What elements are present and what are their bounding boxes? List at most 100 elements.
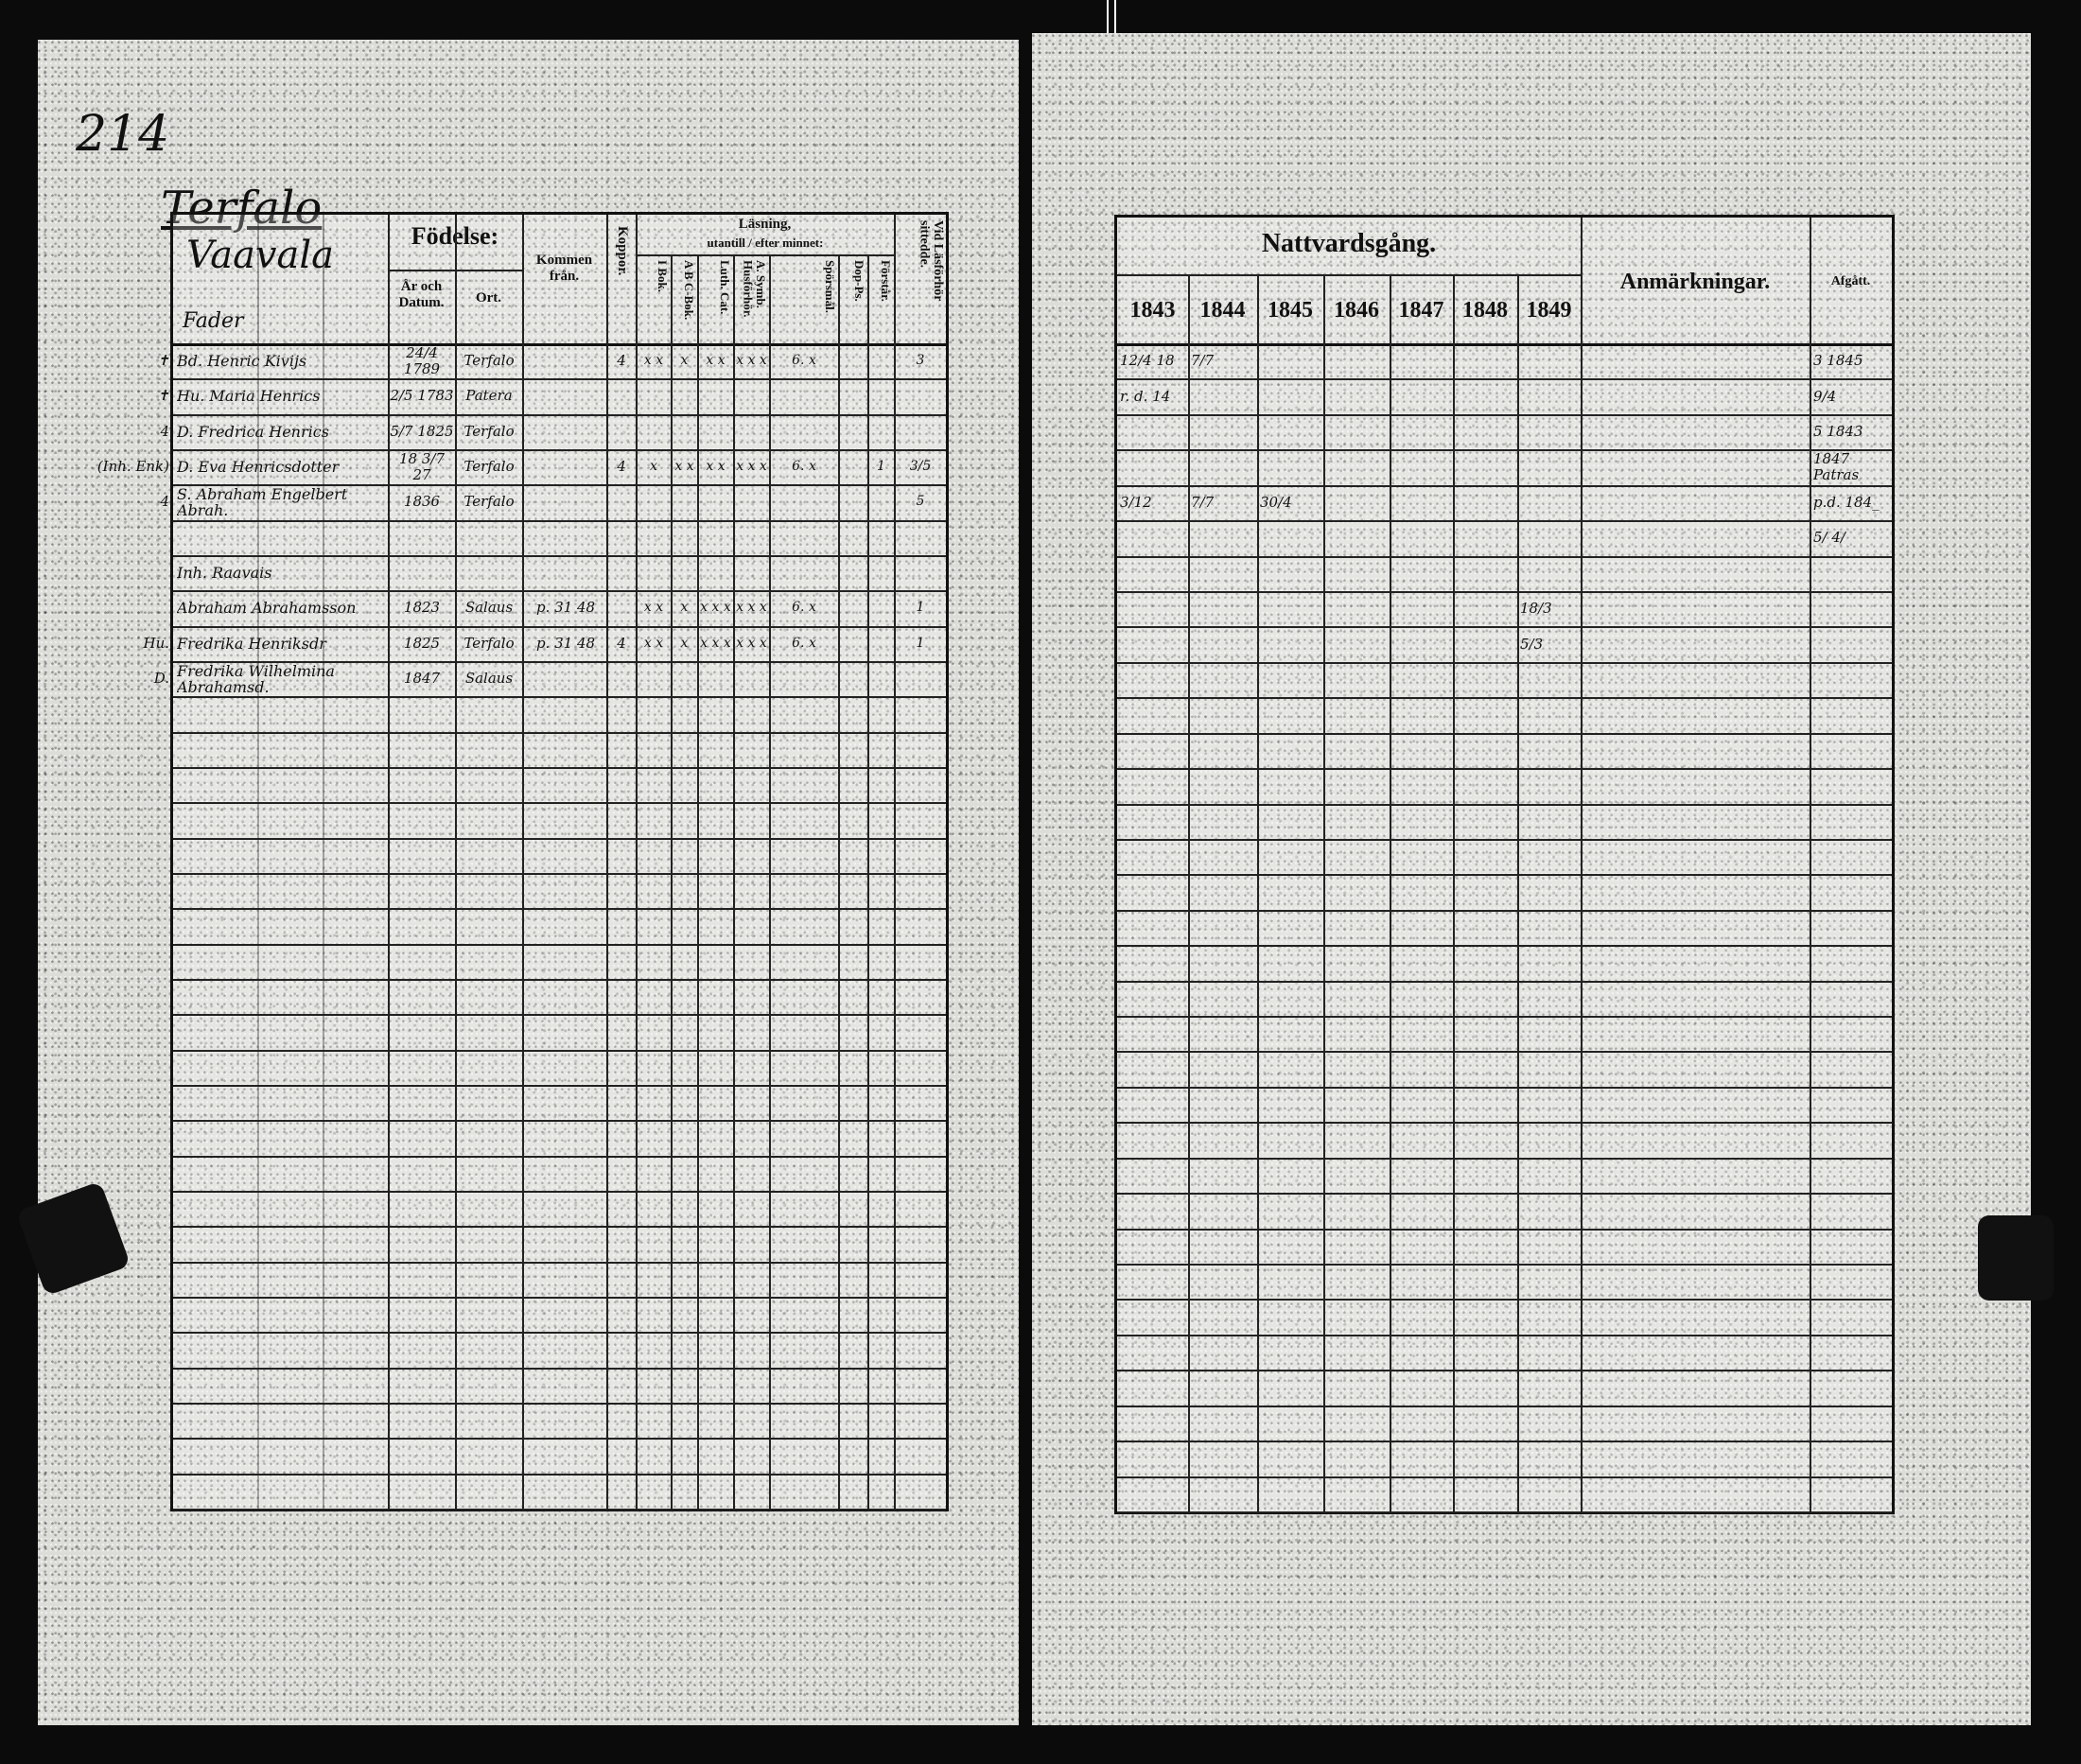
birth-date: 24/4 1789 bbox=[403, 343, 441, 377]
reading-mark bbox=[638, 555, 670, 590]
reading-mark: 6. x bbox=[792, 635, 816, 651]
communion-date: 5/3 bbox=[1520, 635, 1544, 653]
birth-date: 2/5 1783 bbox=[390, 387, 454, 405]
smallpox-mark bbox=[609, 520, 634, 555]
birth-place: Patera bbox=[465, 387, 513, 405]
communion-row bbox=[1117, 1335, 1892, 1372]
smallpox-mark bbox=[609, 484, 634, 519]
departed-note: 5 1843 bbox=[1813, 423, 1863, 441]
departed-note: 3 1845 bbox=[1813, 352, 1863, 370]
person-name: Hu. Maria Henrics bbox=[177, 387, 321, 406]
reading-mark bbox=[673, 520, 696, 555]
communion-date bbox=[1260, 556, 1321, 591]
reading-mark bbox=[869, 484, 893, 519]
communion-row: 5/ 4/ bbox=[1117, 520, 1892, 558]
household-row bbox=[173, 1438, 946, 1476]
remark bbox=[1584, 414, 1806, 449]
reading-mark bbox=[771, 378, 837, 413]
birth-place: Terfalo bbox=[463, 493, 515, 511]
reading-mark bbox=[673, 378, 696, 413]
departed-note: 5/ 4/ bbox=[1813, 529, 1845, 547]
remark bbox=[1584, 449, 1806, 484]
communion-date bbox=[1260, 520, 1321, 555]
communion-date bbox=[1520, 485, 1579, 520]
communion-date bbox=[1456, 591, 1515, 626]
reading-mark: 3/5 bbox=[909, 459, 932, 475]
communion-row: 12/4 18 7/7 3 1845 bbox=[1117, 343, 1892, 381]
reading-mark bbox=[735, 378, 768, 413]
communion-row bbox=[1117, 1122, 1892, 1160]
communion-date bbox=[1392, 556, 1451, 591]
communion-date bbox=[1260, 343, 1321, 378]
reading-mark: x x bbox=[674, 459, 694, 475]
reading-header: Läsning, bbox=[738, 217, 792, 232]
reading-mark: 1 bbox=[877, 459, 885, 475]
reading-mark bbox=[840, 661, 866, 696]
departed-note bbox=[1813, 626, 1889, 661]
communion-date bbox=[1191, 378, 1255, 413]
remark bbox=[1584, 591, 1806, 626]
household-row bbox=[173, 1297, 946, 1335]
reading-mark bbox=[673, 555, 696, 590]
reading-mark bbox=[699, 484, 732, 519]
communion-date bbox=[1326, 449, 1388, 484]
communion-date bbox=[1260, 414, 1321, 449]
communion-date bbox=[1520, 343, 1579, 378]
reading-mark bbox=[869, 520, 893, 555]
reading-mark bbox=[735, 555, 768, 590]
birth-year-header: År och Datum. bbox=[398, 279, 445, 310]
reading-mark bbox=[840, 414, 866, 449]
birth-header: Födelse: bbox=[411, 222, 499, 250]
came-from bbox=[525, 343, 606, 378]
reading-mark: 1 bbox=[916, 600, 925, 616]
reading-col-header: Luth. Cat. bbox=[718, 260, 732, 315]
reading-mark: x bbox=[650, 459, 657, 475]
reading-mark: x x x bbox=[736, 459, 767, 475]
came-from-header: Kommen från. bbox=[535, 253, 593, 284]
reading-mark bbox=[638, 484, 670, 519]
reading-col-header: Vid Läsförhör sittedde. bbox=[917, 220, 945, 302]
reading-sub-header: utantill / efter minnet: bbox=[707, 236, 824, 250]
communion-date bbox=[1456, 343, 1515, 378]
reading-mark bbox=[840, 590, 866, 625]
communion-date bbox=[1520, 556, 1579, 591]
margin-note bbox=[82, 590, 169, 625]
household-table: Vaavala Fader Födelse: År och Datum. Ort… bbox=[97, 212, 949, 1511]
reading-mark bbox=[869, 414, 893, 449]
margin-note: (Inh. Enk) bbox=[96, 458, 169, 476]
reading-mark bbox=[735, 661, 768, 696]
communion-date bbox=[1392, 591, 1451, 626]
communion-date bbox=[1392, 626, 1451, 661]
person-name: Bd. Henric Kivijs bbox=[177, 352, 307, 371]
communion-date bbox=[1520, 520, 1579, 555]
birth-date bbox=[390, 555, 454, 590]
communion-date: r. d. 14 bbox=[1120, 387, 1171, 405]
reading-mark bbox=[771, 520, 837, 555]
communion-row bbox=[1117, 1016, 1892, 1054]
communion-date bbox=[1120, 626, 1186, 661]
smallpox-mark bbox=[609, 661, 634, 696]
margin-note: ✝ bbox=[157, 387, 169, 405]
person-name bbox=[177, 520, 387, 555]
birth-place: Terfalo bbox=[463, 634, 515, 652]
reading-mark bbox=[896, 661, 945, 696]
page-clip bbox=[1978, 1215, 2054, 1301]
came-from: p. 31 48 bbox=[535, 634, 596, 652]
reading-col-header: Förstår. bbox=[879, 260, 893, 302]
household-row bbox=[173, 1085, 946, 1123]
remarks-header: Anmärkningar. bbox=[1619, 270, 1771, 294]
departed-note: p.d. 184_ bbox=[1813, 493, 1880, 511]
communion-date: 30/4 bbox=[1260, 493, 1292, 511]
birth-place: Salaus bbox=[464, 599, 514, 617]
communion-date bbox=[1120, 449, 1186, 484]
reading-mark bbox=[771, 484, 837, 519]
communion-date bbox=[1120, 414, 1186, 449]
communion-date: 7/7 bbox=[1191, 352, 1215, 370]
communion-date bbox=[1456, 556, 1515, 591]
communion-row bbox=[1117, 981, 1892, 1019]
household-table-header: Vaavala Fader Födelse: År och Datum. Ort… bbox=[173, 215, 946, 346]
margin-note: 4 bbox=[160, 422, 169, 440]
reading-mark bbox=[699, 378, 732, 413]
person-name: D. Eva Henricsdotter bbox=[177, 458, 340, 477]
reading-col-header: Dop-Ps. bbox=[852, 260, 866, 302]
